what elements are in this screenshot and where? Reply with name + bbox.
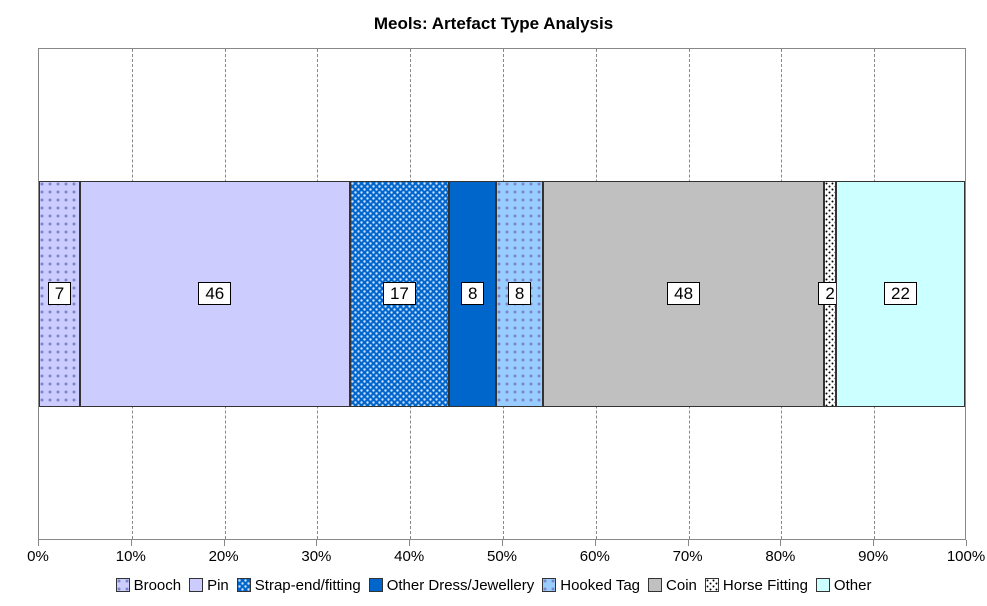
legend-swatch — [369, 578, 383, 592]
legend-item-other-dress-jewellery: Other Dress/Jewellery — [369, 577, 535, 594]
legend-swatch — [542, 578, 556, 592]
segment-value-label: 8 — [461, 282, 484, 305]
segment-value-label: 48 — [667, 282, 700, 305]
x-tick-label: 80% — [765, 548, 795, 565]
x-tick-mark — [966, 540, 967, 546]
x-axis-ticks: 0%10%20%30%40%50%60%70%80%90%100% — [38, 540, 966, 570]
x-tick-label: 70% — [673, 548, 703, 565]
x-tick-mark — [688, 540, 689, 546]
legend-label: Other — [834, 577, 872, 594]
chart-container: Meols: Artefact Type Analysis 7 46 17 8 8 48 2… — [0, 0, 987, 606]
segment-horse-fitting: 2 — [824, 181, 836, 406]
segment-value-label: 8 — [508, 282, 531, 305]
legend-item-coin: Coin — [648, 577, 697, 594]
segment-brooch: 7 — [39, 181, 80, 406]
legend-swatch — [816, 578, 830, 592]
x-tick-label: 10% — [116, 548, 146, 565]
segment-other: 22 — [836, 181, 965, 406]
legend-label: Other Dress/Jewellery — [387, 577, 535, 594]
plot-area: 746178848222 — [38, 48, 966, 540]
legend-label: Pin — [207, 577, 229, 594]
x-tick-label: 60% — [580, 548, 610, 565]
x-tick-mark — [873, 540, 874, 546]
legend-swatch — [189, 578, 203, 592]
legend-item-hooked-tag: Hooked Tag — [542, 577, 640, 594]
x-tick-label: 30% — [301, 548, 331, 565]
x-tick-mark — [502, 540, 503, 546]
segment-coin: 48 — [543, 181, 824, 406]
legend-swatch — [116, 578, 130, 592]
x-tick-mark — [224, 540, 225, 546]
segment-other-dress-jewellery: 8 — [449, 181, 496, 406]
bar-row: 746178848222 — [39, 181, 965, 406]
segment-value-label: 7 — [48, 282, 71, 305]
x-tick-label: 20% — [209, 548, 239, 565]
x-tick-mark — [131, 540, 132, 546]
legend-item-pin: Pin — [189, 577, 229, 594]
x-tick-mark — [595, 540, 596, 546]
x-tick-label: 0% — [27, 548, 49, 565]
x-tick-mark — [780, 540, 781, 546]
legend-label: Coin — [666, 577, 697, 594]
segment-value-label: 22 — [884, 282, 917, 305]
legend-item-brooch: Brooch — [116, 577, 182, 594]
legend: Brooch Pin Strap-end/fitting Other Dress/Je… — [0, 577, 987, 597]
legend-label: Brooch — [134, 577, 182, 594]
legend-label: Horse Fitting — [723, 577, 808, 594]
legend-swatch — [648, 578, 662, 592]
x-tick-label: 100% — [947, 548, 985, 565]
segment-strap-end-fitting: 17 — [350, 181, 450, 406]
legend-swatch — [705, 578, 719, 592]
legend-label: Hooked Tag — [560, 577, 640, 594]
x-tick-label: 50% — [487, 548, 517, 565]
segment-value-label: 46 — [198, 282, 231, 305]
x-tick-label: 90% — [858, 548, 888, 565]
chart-title: Meols: Artefact Type Analysis — [0, 14, 987, 34]
x-tick-label: 40% — [394, 548, 424, 565]
x-tick-mark — [38, 540, 39, 546]
legend-item-strap-end-fitting: Strap-end/fitting — [237, 577, 361, 594]
legend-label: Strap-end/fitting — [255, 577, 361, 594]
legend-swatch — [237, 578, 251, 592]
segment-hooked-tag: 8 — [496, 181, 543, 406]
segment-pin: 46 — [80, 181, 350, 406]
x-tick-mark — [316, 540, 317, 546]
x-tick-mark — [409, 540, 410, 546]
legend-item-horse-fitting: Horse Fitting — [705, 577, 808, 594]
segment-value-label: 17 — [383, 282, 416, 305]
legend-item-other: Other — [816, 577, 872, 594]
